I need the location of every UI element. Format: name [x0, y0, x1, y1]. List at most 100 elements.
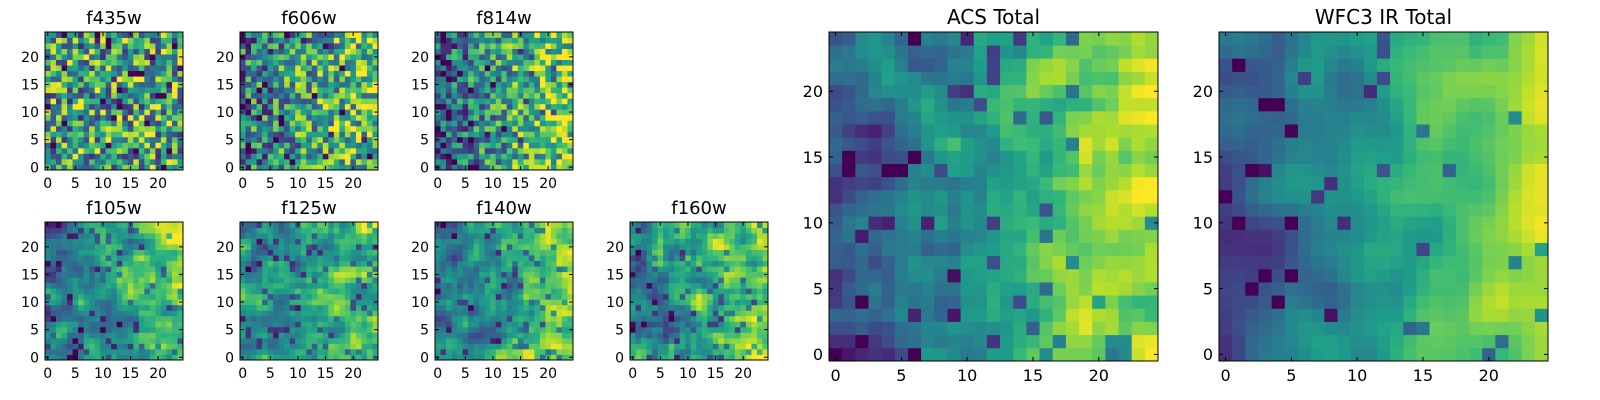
- heatmap-cell: [506, 299, 513, 306]
- heatmap-cell: [696, 348, 703, 355]
- heatmap-cell: [122, 114, 129, 121]
- heatmap-cell: [534, 277, 541, 284]
- heatmap-cell: [138, 70, 145, 77]
- heatmap-cell: [317, 233, 324, 239]
- heatmap-cell: [550, 299, 557, 306]
- heatmap-cell: [663, 282, 670, 289]
- heatmap-cell: [306, 48, 313, 55]
- heatmap-cell: [138, 92, 145, 99]
- heatmap-cell: [100, 92, 107, 99]
- heatmap-cell: [921, 163, 935, 178]
- heatmap-cell: [723, 277, 730, 284]
- heatmap-cell: [701, 238, 708, 245]
- heatmap-cell: [567, 222, 574, 228]
- heatmap-cell: [350, 142, 357, 149]
- heatmap-cell: [166, 131, 173, 138]
- heatmap-cell: [317, 227, 324, 234]
- heatmap-cell: [550, 238, 557, 245]
- heatmap-cell: [641, 282, 647, 289]
- heatmap-cell: [177, 153, 184, 160]
- heatmap-cell: [177, 343, 184, 350]
- heatmap-cell: [523, 238, 530, 245]
- heatmap-cell: [78, 158, 85, 165]
- heatmap-cell: [171, 315, 178, 322]
- heatmap-cell: [868, 189, 883, 204]
- heatmap-cell: [273, 164, 280, 171]
- heatmap-cell: [641, 288, 647, 295]
- heatmap-cell: [56, 87, 62, 94]
- heatmap-cell: [451, 315, 458, 322]
- heatmap-cell: [517, 337, 524, 344]
- heatmap-cell: [657, 326, 664, 333]
- heatmap-cell: [317, 282, 324, 289]
- heatmap-cell: [462, 348, 469, 355]
- heatmap-cell: [630, 293, 636, 300]
- heatmap-cell: [646, 348, 653, 355]
- heatmap-cell: [567, 293, 574, 300]
- heatmap-cell: [545, 266, 552, 273]
- heatmap-cell: [127, 114, 134, 121]
- heatmap-cell: [245, 233, 252, 239]
- heatmap-cell: [245, 332, 252, 339]
- heatmap-cell: [435, 131, 441, 138]
- heatmap-cell: [484, 76, 491, 83]
- heatmap-cell: [317, 164, 324, 171]
- heatmap-cell: [160, 136, 167, 143]
- heatmap-cell: [138, 222, 145, 228]
- heatmap-cell: [973, 150, 988, 164]
- heatmap-cell: [545, 92, 552, 99]
- heatmap-cell: [149, 260, 156, 267]
- heatmap-cell: [289, 147, 296, 154]
- heatmap-cell: [100, 348, 107, 355]
- axes-frame: [239, 221, 379, 361]
- heatmap-cell: [300, 114, 307, 121]
- heatmap-cell: [155, 227, 162, 234]
- heatmap-cell: [479, 103, 486, 110]
- heatmap-cell: [534, 158, 541, 165]
- heatmap-cell: [328, 125, 335, 132]
- heatmap-cell: [451, 48, 458, 55]
- heatmap-cell: [451, 299, 458, 306]
- heatmap-cell: [567, 98, 574, 105]
- heatmap-cell: [701, 354, 708, 361]
- heatmap-cell: [160, 109, 167, 116]
- heatmap-cell: [366, 142, 373, 149]
- heatmap-cell: [138, 249, 145, 256]
- heatmap-cell: [245, 125, 252, 132]
- heatmap-cell: [61, 337, 68, 344]
- heatmap-cell: [339, 37, 346, 44]
- heatmap-cell: [1000, 308, 1014, 322]
- heatmap-cell: [322, 98, 329, 105]
- heatmap-cell: [366, 266, 373, 273]
- heatmap-cell: [712, 238, 719, 245]
- heatmap-cell: [446, 65, 452, 72]
- heatmap-cell: [462, 153, 469, 160]
- heatmap-cell: [652, 266, 658, 273]
- heatmap-cell: [372, 114, 379, 121]
- chart-title: f125w: [281, 198, 336, 219]
- heatmap-cell: [144, 136, 151, 143]
- heatmap-cell: [517, 299, 524, 306]
- heatmap-cell: [94, 288, 101, 295]
- heatmap-cell: [311, 222, 318, 228]
- heatmap-cell: [517, 131, 524, 138]
- heatmap-cell: [366, 310, 373, 317]
- heatmap-cell: [256, 142, 263, 149]
- heatmap-cell: [289, 103, 296, 110]
- heatmap-cell: [490, 233, 497, 239]
- heatmap-cell: [138, 131, 145, 138]
- heatmap-cell: [501, 109, 508, 116]
- heatmap-cell: [567, 158, 574, 165]
- heatmap-cell: [517, 120, 524, 127]
- heatmap-cell: [83, 271, 90, 278]
- heatmap-cell: [267, 54, 274, 60]
- heatmap-cell: [1026, 282, 1040, 296]
- heatmap-cell: [1079, 216, 1093, 230]
- heatmap-cell: [295, 48, 302, 55]
- heatmap-cell: [284, 158, 291, 165]
- heatmap-cell: [127, 37, 134, 44]
- heatmap-cell: [435, 233, 441, 239]
- heatmap-cell: [495, 260, 502, 267]
- heatmap-cell: [311, 255, 318, 262]
- heatmap-cell: [278, 43, 285, 49]
